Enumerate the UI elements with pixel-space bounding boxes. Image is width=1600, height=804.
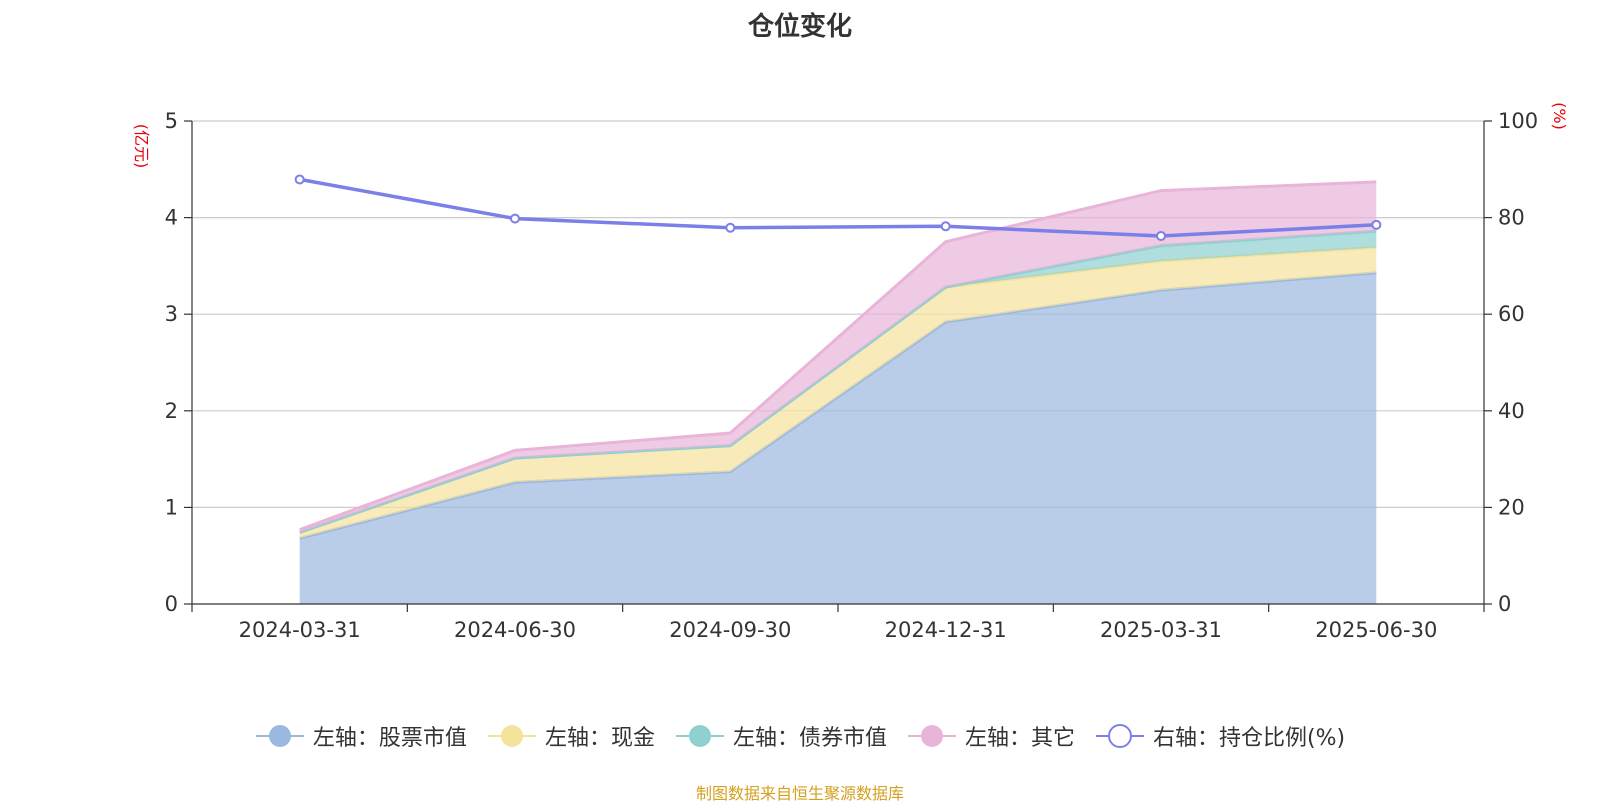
area-series-edge — [299, 180, 1377, 532]
left-axis-tick-label: 3 — [165, 302, 178, 326]
ratio-point — [510, 213, 520, 224]
legend-label: 左轴：股票市值 — [312, 726, 467, 751]
legend-item[interactable]: 右轴：持仓比例(%) — [1095, 720, 1345, 752]
left-axis-tick-label: 2 — [165, 399, 178, 423]
legend-item[interactable]: 左轴：其它 — [907, 720, 1075, 752]
legend-label: 左轴：其它 — [964, 726, 1075, 751]
area-series — [299, 181, 1377, 533]
source-note: 制图数据来自恒生聚源数据库 — [695, 784, 904, 803]
legend-label: 右轴：持仓比例(%) — [1152, 726, 1346, 751]
legend-marker-icon — [487, 725, 536, 747]
right-axis-tick-label: 100 — [1498, 109, 1538, 133]
right-axis-tick-label: 40 — [1498, 399, 1525, 423]
ratio-line — [299, 177, 1377, 238]
ratio-point — [1371, 219, 1382, 230]
right-axis-tick-label: 0 — [1498, 592, 1511, 616]
left-axis-tick-label: 5 — [165, 109, 178, 133]
legend-item[interactable]: 左轴：现金 — [487, 720, 655, 752]
legend-label: 左轴：现金 — [544, 726, 655, 751]
ratio-point — [294, 174, 305, 185]
x-axis-tick-label: 2024-06-30 — [454, 618, 576, 642]
left-axis-unit: (亿元) — [132, 124, 151, 169]
chart-title: 仓位变化 — [747, 12, 852, 42]
ratio-point — [1156, 230, 1166, 241]
legend-marker-icon — [255, 725, 304, 747]
area-series — [299, 247, 1377, 539]
chart-plot: 0 1 2 3 4 5 0 20 40 60 80 100 2024-03-31 2024-06-30 20… — [132, 102, 1569, 642]
right-axis-tick-label: 80 — [1498, 206, 1525, 230]
legend-marker-icon — [907, 725, 956, 747]
legend-marker-icon — [1095, 724, 1144, 748]
legend-item[interactable]: 左轴：债券市值 — [675, 720, 887, 752]
ratio-point — [940, 221, 951, 232]
x-axis-tick-label: 2025-06-30 — [1315, 618, 1437, 642]
left-axis-tick-label: 0 — [165, 592, 178, 616]
x-axis-tick-label: 2025-03-31 — [1100, 618, 1222, 642]
ratio-point — [725, 222, 736, 233]
legend: 左轴：股票市值 左轴：现金 左轴：债券市值 左轴：其它 右轴：持仓比例(%) — [0, 720, 1600, 752]
x-axis-tick-label: 2024-12-31 — [885, 618, 1007, 642]
x-axis-tick-label: 2024-09-30 — [669, 618, 791, 642]
right-axis-tick-label: 60 — [1498, 302, 1525, 326]
right-axis-tick-label: 20 — [1498, 495, 1525, 519]
left-axis-tick-label: 1 — [165, 495, 178, 519]
legend-marker-icon — [675, 725, 724, 747]
left-axis-tick-label: 4 — [165, 206, 178, 230]
legend-label: 左轴：债券市值 — [732, 726, 887, 751]
legend-item[interactable]: 左轴：股票市值 — [255, 720, 467, 752]
right-axis-unit: (%) — [1550, 102, 1569, 130]
area-series — [299, 272, 1377, 604]
x-axis-tick-label: 2024-03-31 — [239, 618, 361, 642]
